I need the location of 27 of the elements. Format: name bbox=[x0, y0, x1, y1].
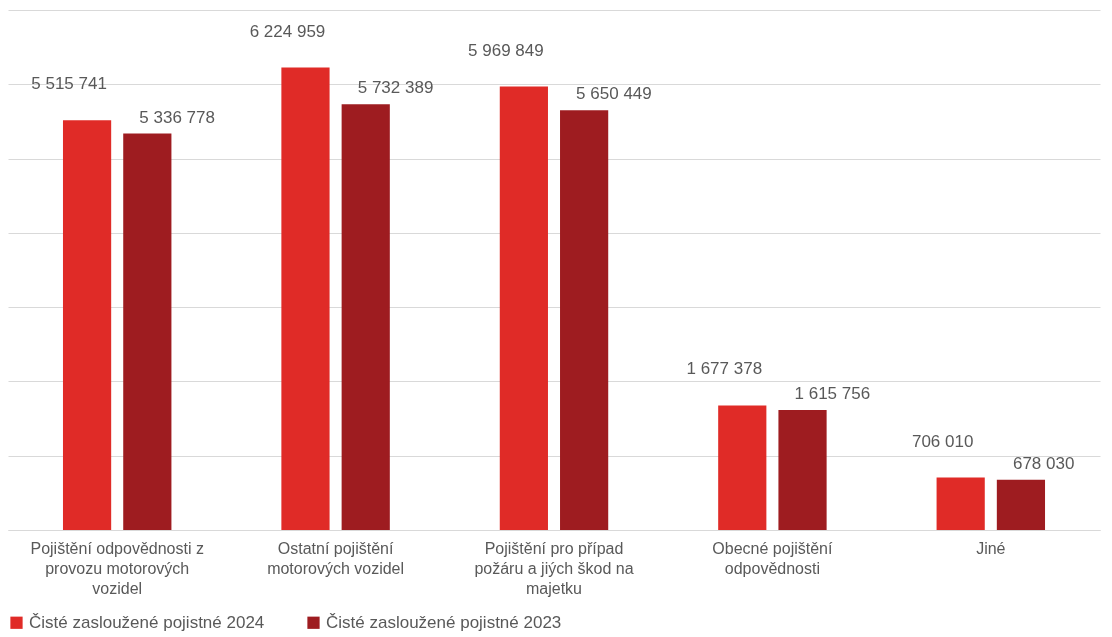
data-label: 1 677 378 bbox=[686, 359, 763, 379]
bar bbox=[778, 409, 827, 530]
bar bbox=[718, 405, 767, 530]
data-label: 5 650 449 bbox=[576, 84, 652, 104]
data-label: 5 969 849 bbox=[468, 40, 544, 60]
x-tick-label: Pojištění pro případ požáru a jiých škod na majetku bbox=[474, 539, 634, 597]
data-label: 1 615 756 bbox=[794, 383, 871, 403]
legend-label: Čisté zasloužené pojistné 2024 bbox=[29, 612, 265, 632]
bar bbox=[123, 133, 172, 530]
bar bbox=[996, 479, 1046, 530]
bar bbox=[560, 110, 609, 530]
x-tick-label: Jiné bbox=[976, 539, 1006, 557]
x-tick-label: Ostatní pojištění motorových vozidel bbox=[267, 539, 405, 577]
data-label: 5 515 741 bbox=[31, 74, 107, 94]
bar bbox=[281, 67, 330, 530]
data-label: 706 010 bbox=[911, 431, 974, 451]
legend-label: Čisté zasloužené pojistné 2023 bbox=[326, 612, 562, 632]
x-tick-label: Pojištění odpovědnosti z provozu motorových vozidel bbox=[30, 539, 204, 597]
data-label: 5 336 778 bbox=[139, 107, 215, 127]
x-tick-label: Obecné pojištění odpovědnosti bbox=[712, 539, 833, 577]
bar bbox=[499, 86, 548, 530]
data-label: 6 224 959 bbox=[249, 21, 326, 41]
data-label: 678 030 bbox=[1012, 453, 1075, 473]
bar bbox=[62, 120, 112, 530]
bar bbox=[936, 477, 985, 530]
data-label: 5 732 389 bbox=[357, 78, 434, 98]
bar bbox=[341, 104, 390, 530]
